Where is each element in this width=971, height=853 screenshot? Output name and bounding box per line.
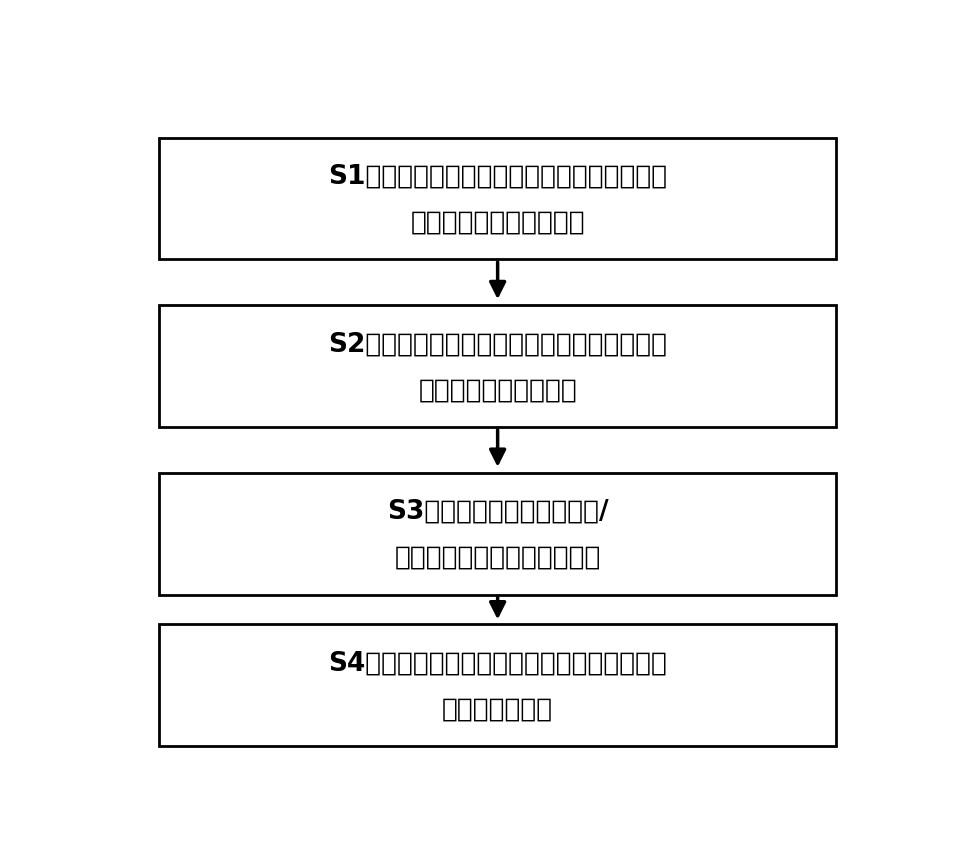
FancyBboxPatch shape bbox=[159, 138, 836, 260]
Text: S3、依据用户当前的表情和/: S3、依据用户当前的表情和/ bbox=[386, 498, 609, 525]
FancyBboxPatch shape bbox=[159, 306, 836, 427]
Text: 或所摇动的头部生成脸谱图像: 或所摇动的头部生成脸谱图像 bbox=[394, 544, 601, 570]
Text: 盖所述脸部图像: 盖所述脸部图像 bbox=[442, 695, 553, 722]
FancyBboxPatch shape bbox=[159, 473, 836, 595]
Text: S2、将所述脸部坐标与预设的判断点进行比较: S2、将所述脸部坐标与预设的判断点进行比较 bbox=[328, 331, 667, 357]
FancyBboxPatch shape bbox=[159, 624, 836, 746]
Text: S4、实时采集脸部图像，并将所述脸谱图像覆: S4、实时采集脸部图像，并将所述脸谱图像覆 bbox=[328, 649, 667, 676]
Text: 以确定用户当前的表情: 以确定用户当前的表情 bbox=[419, 377, 577, 403]
Text: 变化确定用户的头部摇动: 变化确定用户的头部摇动 bbox=[411, 209, 585, 235]
Text: S1、实时获取脸部坐标，根据所述脸部坐标的: S1、实时获取脸部坐标，根据所述脸部坐标的 bbox=[328, 163, 667, 189]
